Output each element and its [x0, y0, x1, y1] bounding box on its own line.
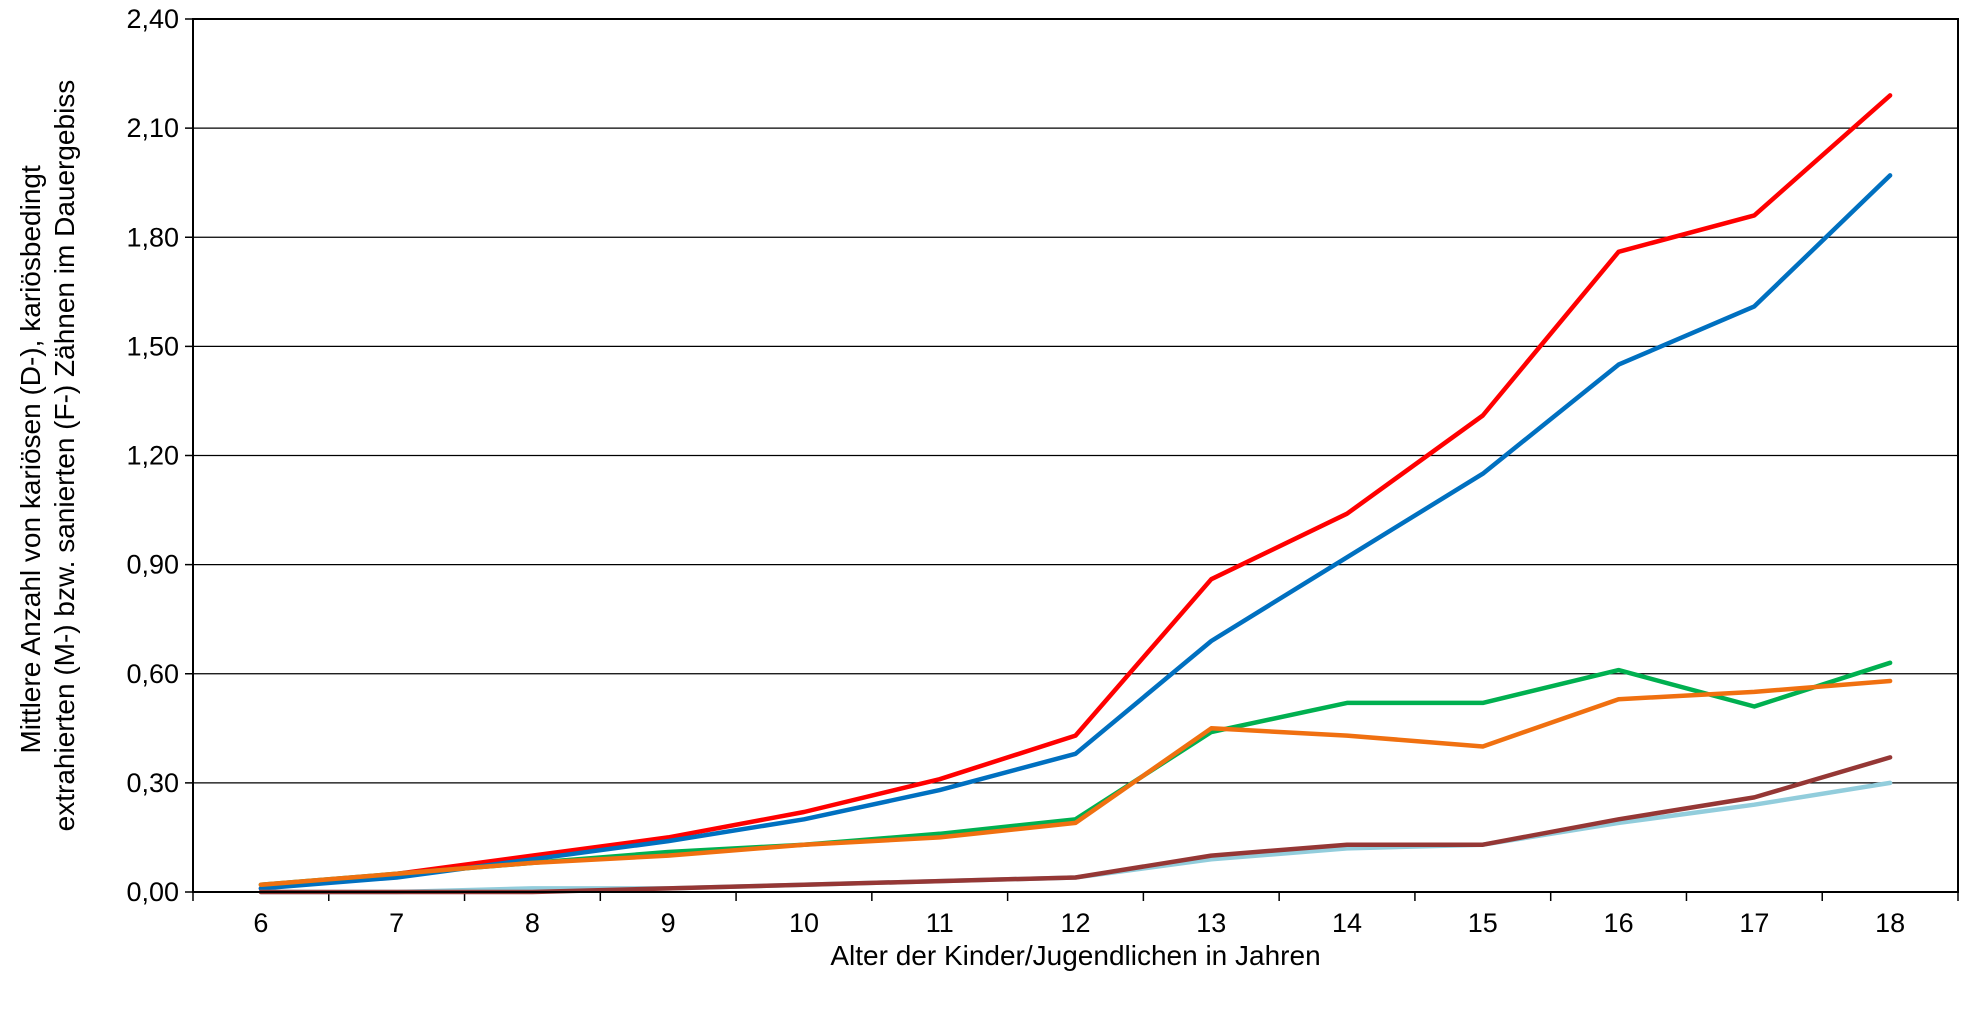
x-tick-label: 9	[661, 908, 676, 938]
x-axis-tick-labels: 6 7 8 9 10 11 12 13 14 15 16 17 18	[253, 908, 1905, 938]
x-tick-label: 6	[253, 908, 268, 938]
y-tick-label: 1,80	[126, 222, 179, 252]
y-tick-label: 0,30	[126, 768, 179, 798]
y-axis-title-line-2: extrahierten (M-) bzw. sanierten (F-) Zä…	[49, 80, 80, 832]
gridlines	[185, 18, 1958, 893]
y-tick-label: 2,40	[126, 4, 179, 34]
x-tick-label: 7	[389, 908, 404, 938]
x-tick-label: 12	[1060, 908, 1090, 938]
x-tick-label: 11	[926, 908, 954, 938]
x-axis-title: Alter der Kinder/Jugendlichen in Jahren	[830, 940, 1320, 971]
plot-area-frame	[192, 18, 1959, 893]
y-tick-label: 0,60	[126, 659, 179, 689]
y-axis-tick-labels: 0,00 0,30 0,60 0,90 1,20 1,50 1,80 2,10 2,40	[126, 4, 179, 907]
y-axis-title: Mittlere Anzahl von kariösen (D-), kariö…	[15, 80, 80, 832]
y-tick-label: 2,10	[126, 113, 179, 143]
x-tick-label: 17	[1739, 908, 1769, 938]
series-line-1	[258, 93, 1893, 891]
series-lines	[258, 93, 1893, 895]
x-tick-label: 13	[1196, 908, 1226, 938]
x-tick-label: 14	[1332, 908, 1362, 938]
y-tick-label: 0,90	[126, 550, 179, 580]
x-tick-label: 15	[1468, 908, 1498, 938]
y-tick-label: 1,20	[126, 441, 179, 471]
x-tick-label: 8	[525, 908, 540, 938]
x-tick-label: 18	[1875, 908, 1905, 938]
x-tick-label: 16	[1604, 908, 1634, 938]
x-tick-label: 10	[789, 908, 819, 938]
y-axis-title-line-1: Mittlere Anzahl von kariösen (D-), kariö…	[15, 165, 46, 753]
y-tick-label: 0,00	[126, 877, 179, 907]
series-line-2	[258, 173, 1893, 891]
series-line-4	[258, 678, 1893, 887]
y-tick-label: 1,50	[126, 331, 179, 361]
